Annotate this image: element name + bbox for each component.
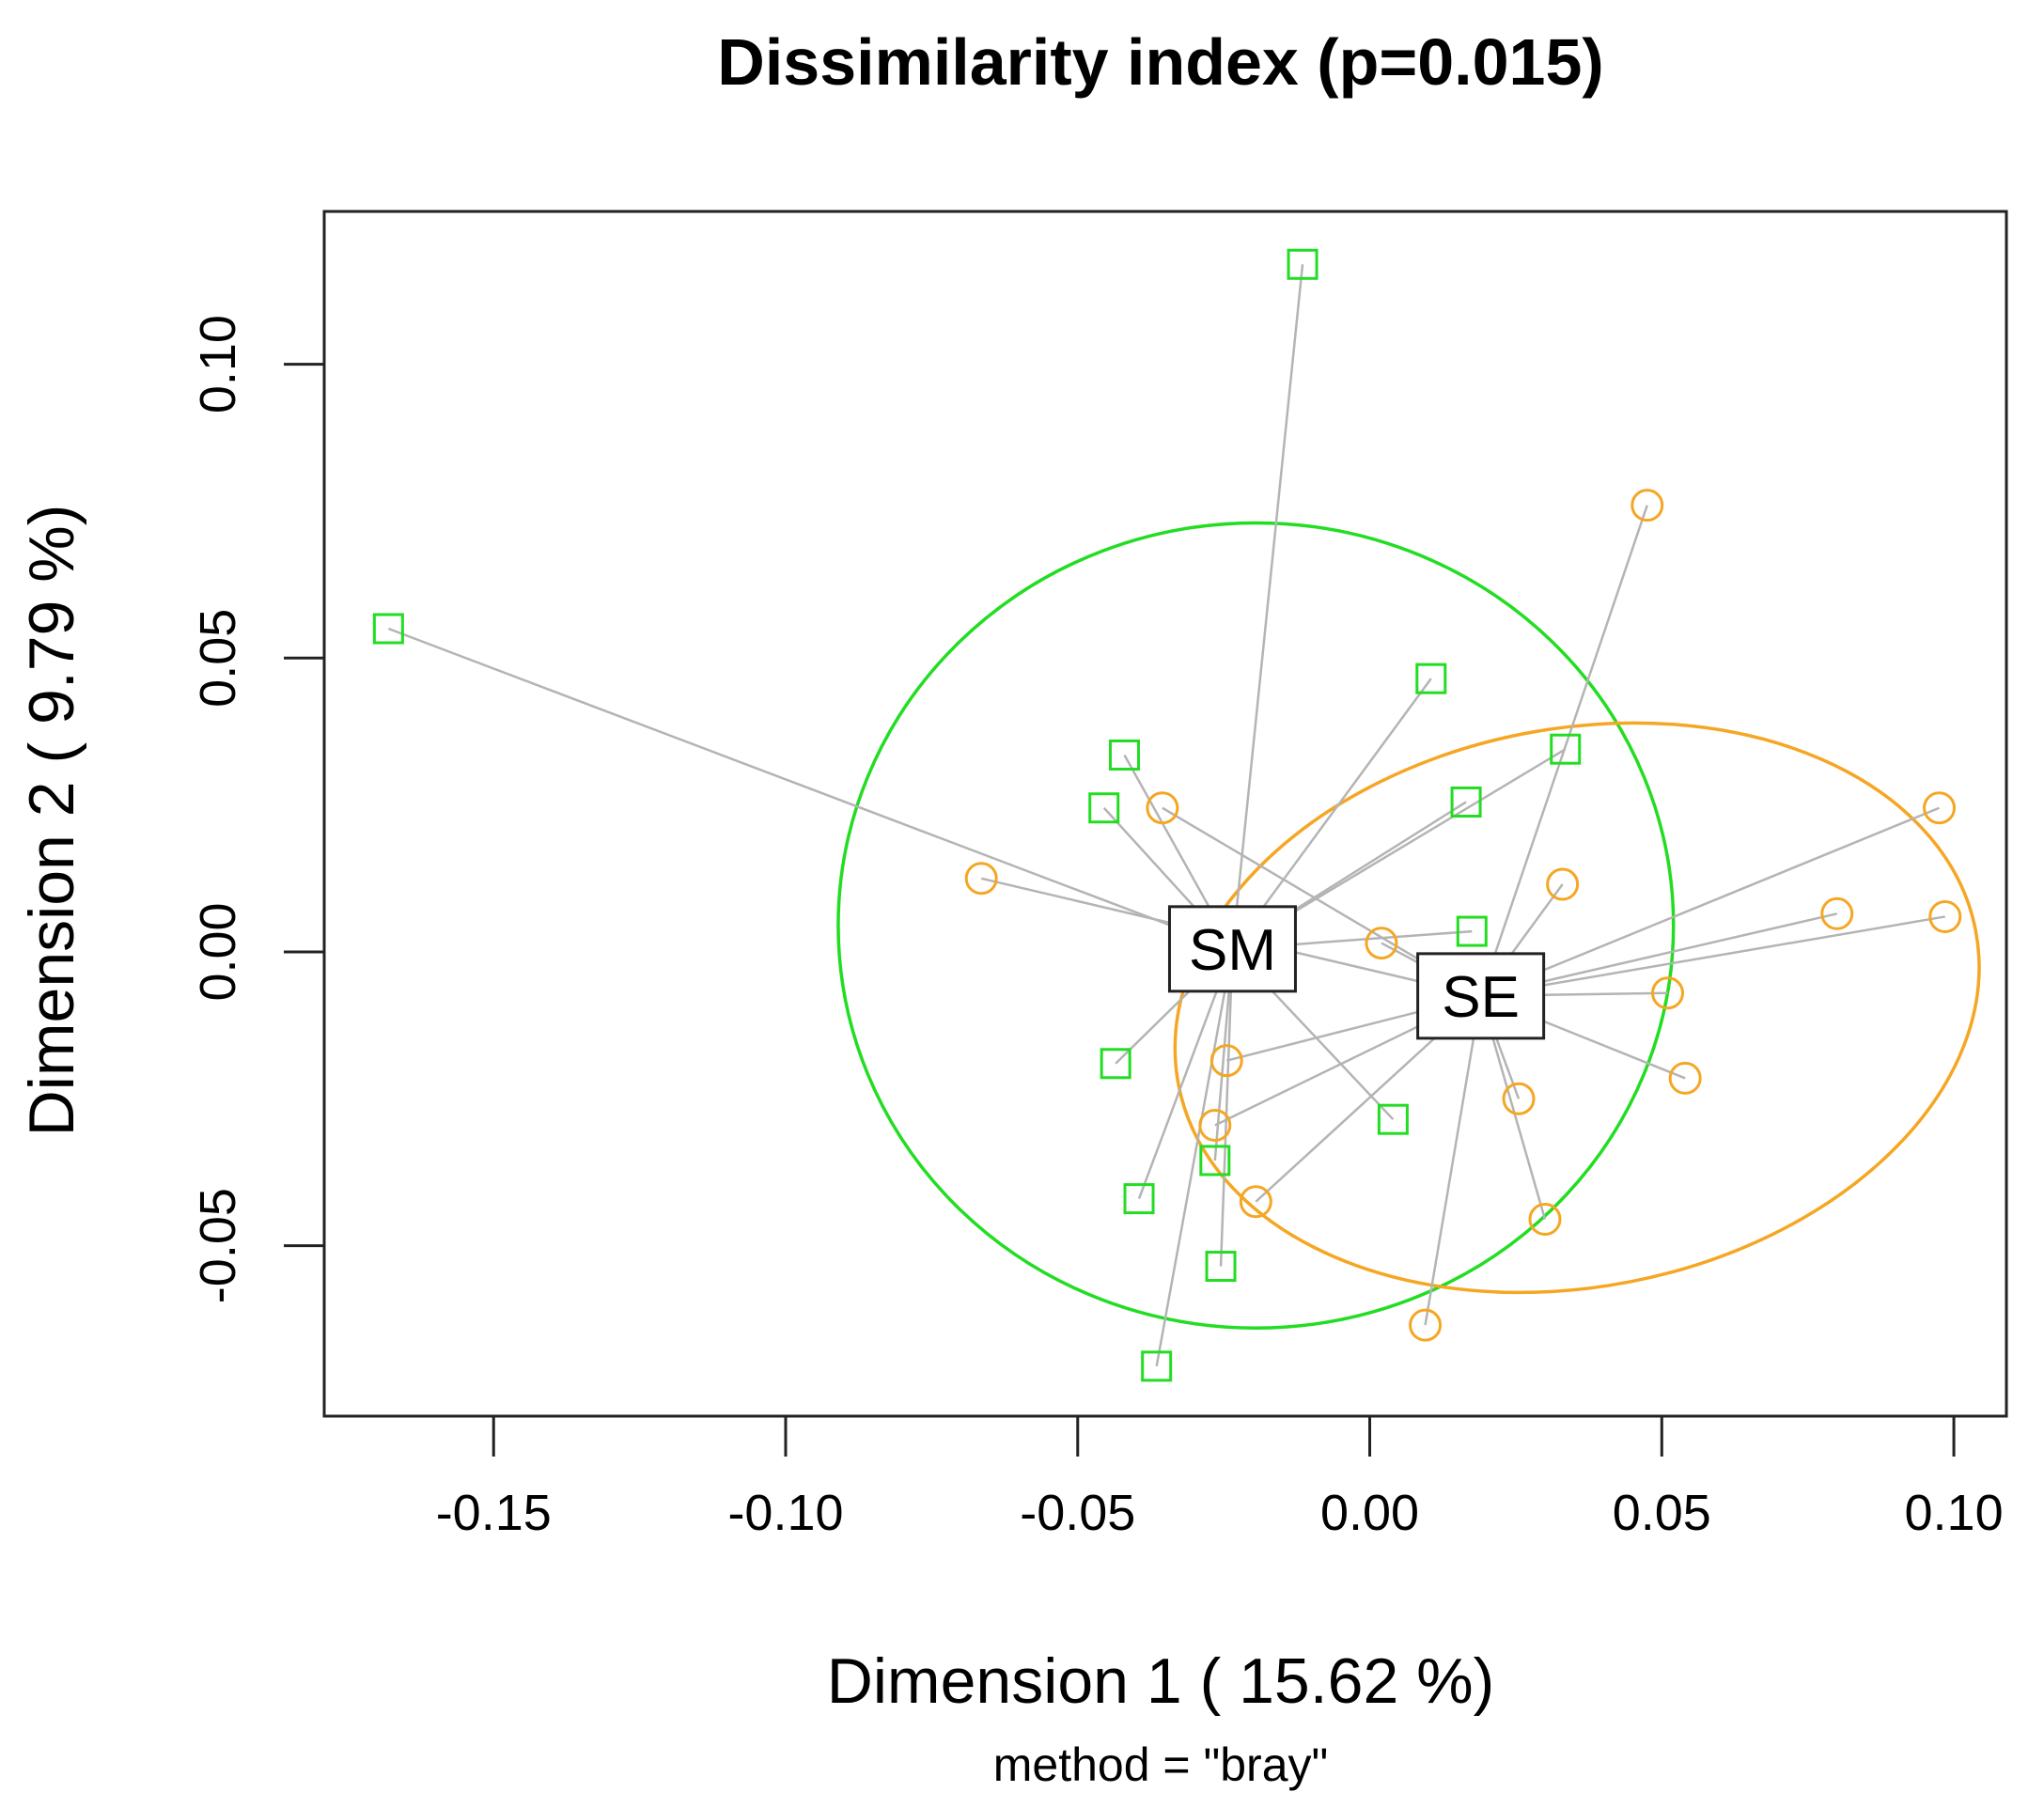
se-point — [1239, 1185, 1272, 1219]
x-axis-title: Dimension 1 ( 15.62 %) — [827, 1645, 1495, 1717]
sm-spider-line — [1155, 948, 1234, 1367]
y-tick-label: 0.10 — [190, 315, 246, 413]
se-point — [1820, 896, 1854, 930]
se-point — [1668, 1061, 1702, 1095]
x-tick-label: -0.15 — [436, 1485, 552, 1541]
sm-ellipse — [836, 521, 1676, 1330]
sm-point — [1456, 915, 1488, 947]
se-spider-line — [1480, 806, 1940, 998]
se-spider-line — [1479, 505, 1648, 997]
x-tick-label: -0.10 — [727, 1485, 843, 1541]
sm-centroid-label: SM — [1189, 918, 1276, 983]
se-point — [1651, 976, 1685, 1010]
y-tick-label: -0.05 — [190, 1188, 246, 1303]
group-ellipses — [836, 521, 1981, 1330]
se-centroid-label: SE — [1442, 965, 1520, 1030]
sm-point — [1287, 248, 1318, 280]
sm-point — [1123, 1183, 1155, 1215]
y-axis-title: Dimension 2 ( 9.79 %) — [16, 505, 87, 1137]
se-point — [1502, 1082, 1536, 1115]
group-centroids: SM SE — [1167, 905, 1546, 1040]
sm-point — [1088, 792, 1120, 824]
x-tick-label: 0.00 — [1320, 1485, 1419, 1541]
sm-spider-line — [1231, 678, 1432, 950]
sm-spider-line — [1219, 948, 1234, 1267]
sm-point — [1450, 786, 1482, 818]
se-ellipse — [1173, 721, 1981, 1295]
se-point — [1198, 1108, 1232, 1142]
se-spider-line — [1424, 995, 1482, 1326]
y-axis: -0.05 0.00 0.05 0.10 — [190, 315, 326, 1303]
sample-points — [372, 248, 1962, 1382]
x-tick-label: -0.05 — [1020, 1485, 1135, 1541]
se-point — [1923, 791, 1957, 825]
se-point — [964, 862, 998, 896]
se-point — [1528, 1203, 1562, 1237]
spider-lines — [387, 264, 1945, 1367]
x-tick-label: 0.05 — [1613, 1485, 1711, 1541]
se-point — [1546, 867, 1580, 901]
plot-frame — [322, 210, 2008, 1418]
se-point — [1928, 899, 1962, 933]
se-point — [1409, 1308, 1443, 1342]
sm-spider-line — [387, 627, 1233, 951]
sm-point — [1199, 1145, 1231, 1177]
y-tick-label: 0.05 — [190, 609, 246, 708]
sm-point — [1550, 733, 1582, 765]
x-axis: -0.15 -0.10 -0.05 0.00 0.05 0.10 — [436, 1414, 2004, 1541]
y-tick-label: 0.00 — [190, 902, 246, 1001]
sm-point — [1100, 1048, 1131, 1080]
sm-point — [372, 613, 404, 645]
sm-point — [1415, 662, 1447, 694]
se-point — [1631, 489, 1664, 522]
method-subtitle: method = "bray" — [993, 1738, 1329, 1791]
x-tick-label: 0.10 — [1905, 1485, 2004, 1541]
se-point — [1146, 791, 1179, 825]
sm-centroid-box — [1167, 905, 1297, 993]
sm-point — [1108, 739, 1140, 771]
se-point — [1365, 927, 1398, 960]
sm-point — [1377, 1103, 1409, 1135]
chart-title: Dissimilarity index (p=0.015) — [717, 25, 1603, 99]
se-point — [1209, 1044, 1243, 1078]
sm-spider-line — [1231, 264, 1304, 949]
sm-point — [1141, 1350, 1173, 1382]
se-centroid-box — [1416, 952, 1546, 1040]
sm-point — [1205, 1251, 1237, 1283]
se-spider-line — [1480, 915, 1945, 998]
